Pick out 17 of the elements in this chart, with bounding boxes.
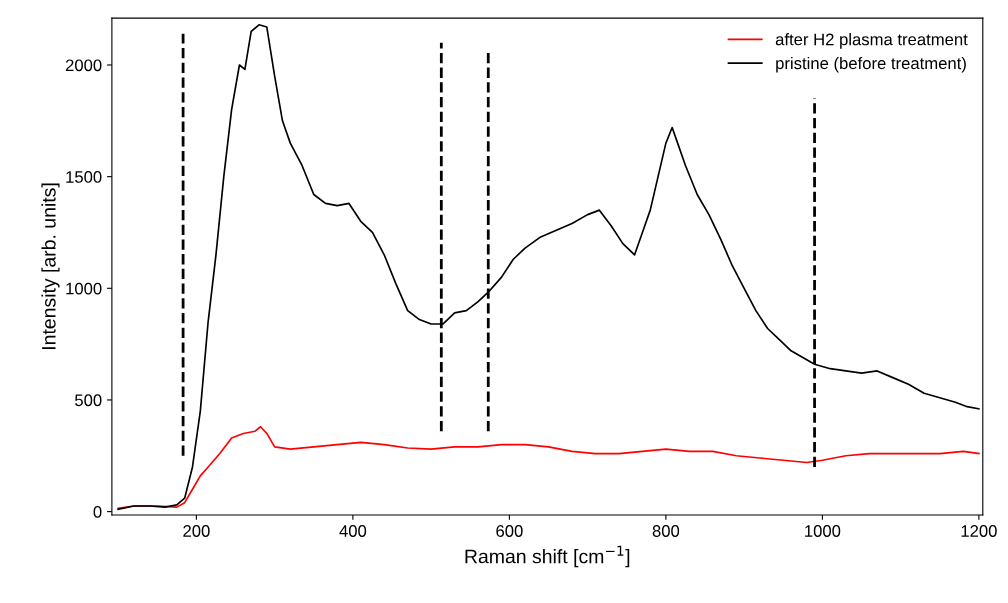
legend-label: after H2 plasma treatment [775,33,968,49]
y-tick-label: 500 [75,394,102,407]
x-axis-title: Raman shift [cm$^{−1}$] [465,545,630,568]
x-tick-label: 600 [496,525,523,537]
x-tick-label: 1000 [805,525,841,537]
x-tick-label: 800 [652,525,680,537]
y-tick-label: 1500 [66,171,102,183]
line-series [117,23,980,511]
x-tick-label: 1200 [961,525,997,537]
line-series [117,425,980,510]
legend-label: pristine (before treatment) [776,56,966,73]
y-tick-label: 2000 [65,59,102,72]
y-tick-label: 1000 [66,282,102,295]
x-tick-label: 400 [339,525,367,537]
y-tick-label: 0 [93,506,102,518]
y-axis-title: Intensity [arb. units] [41,183,60,350]
x-tick-label: 200 [183,525,210,537]
